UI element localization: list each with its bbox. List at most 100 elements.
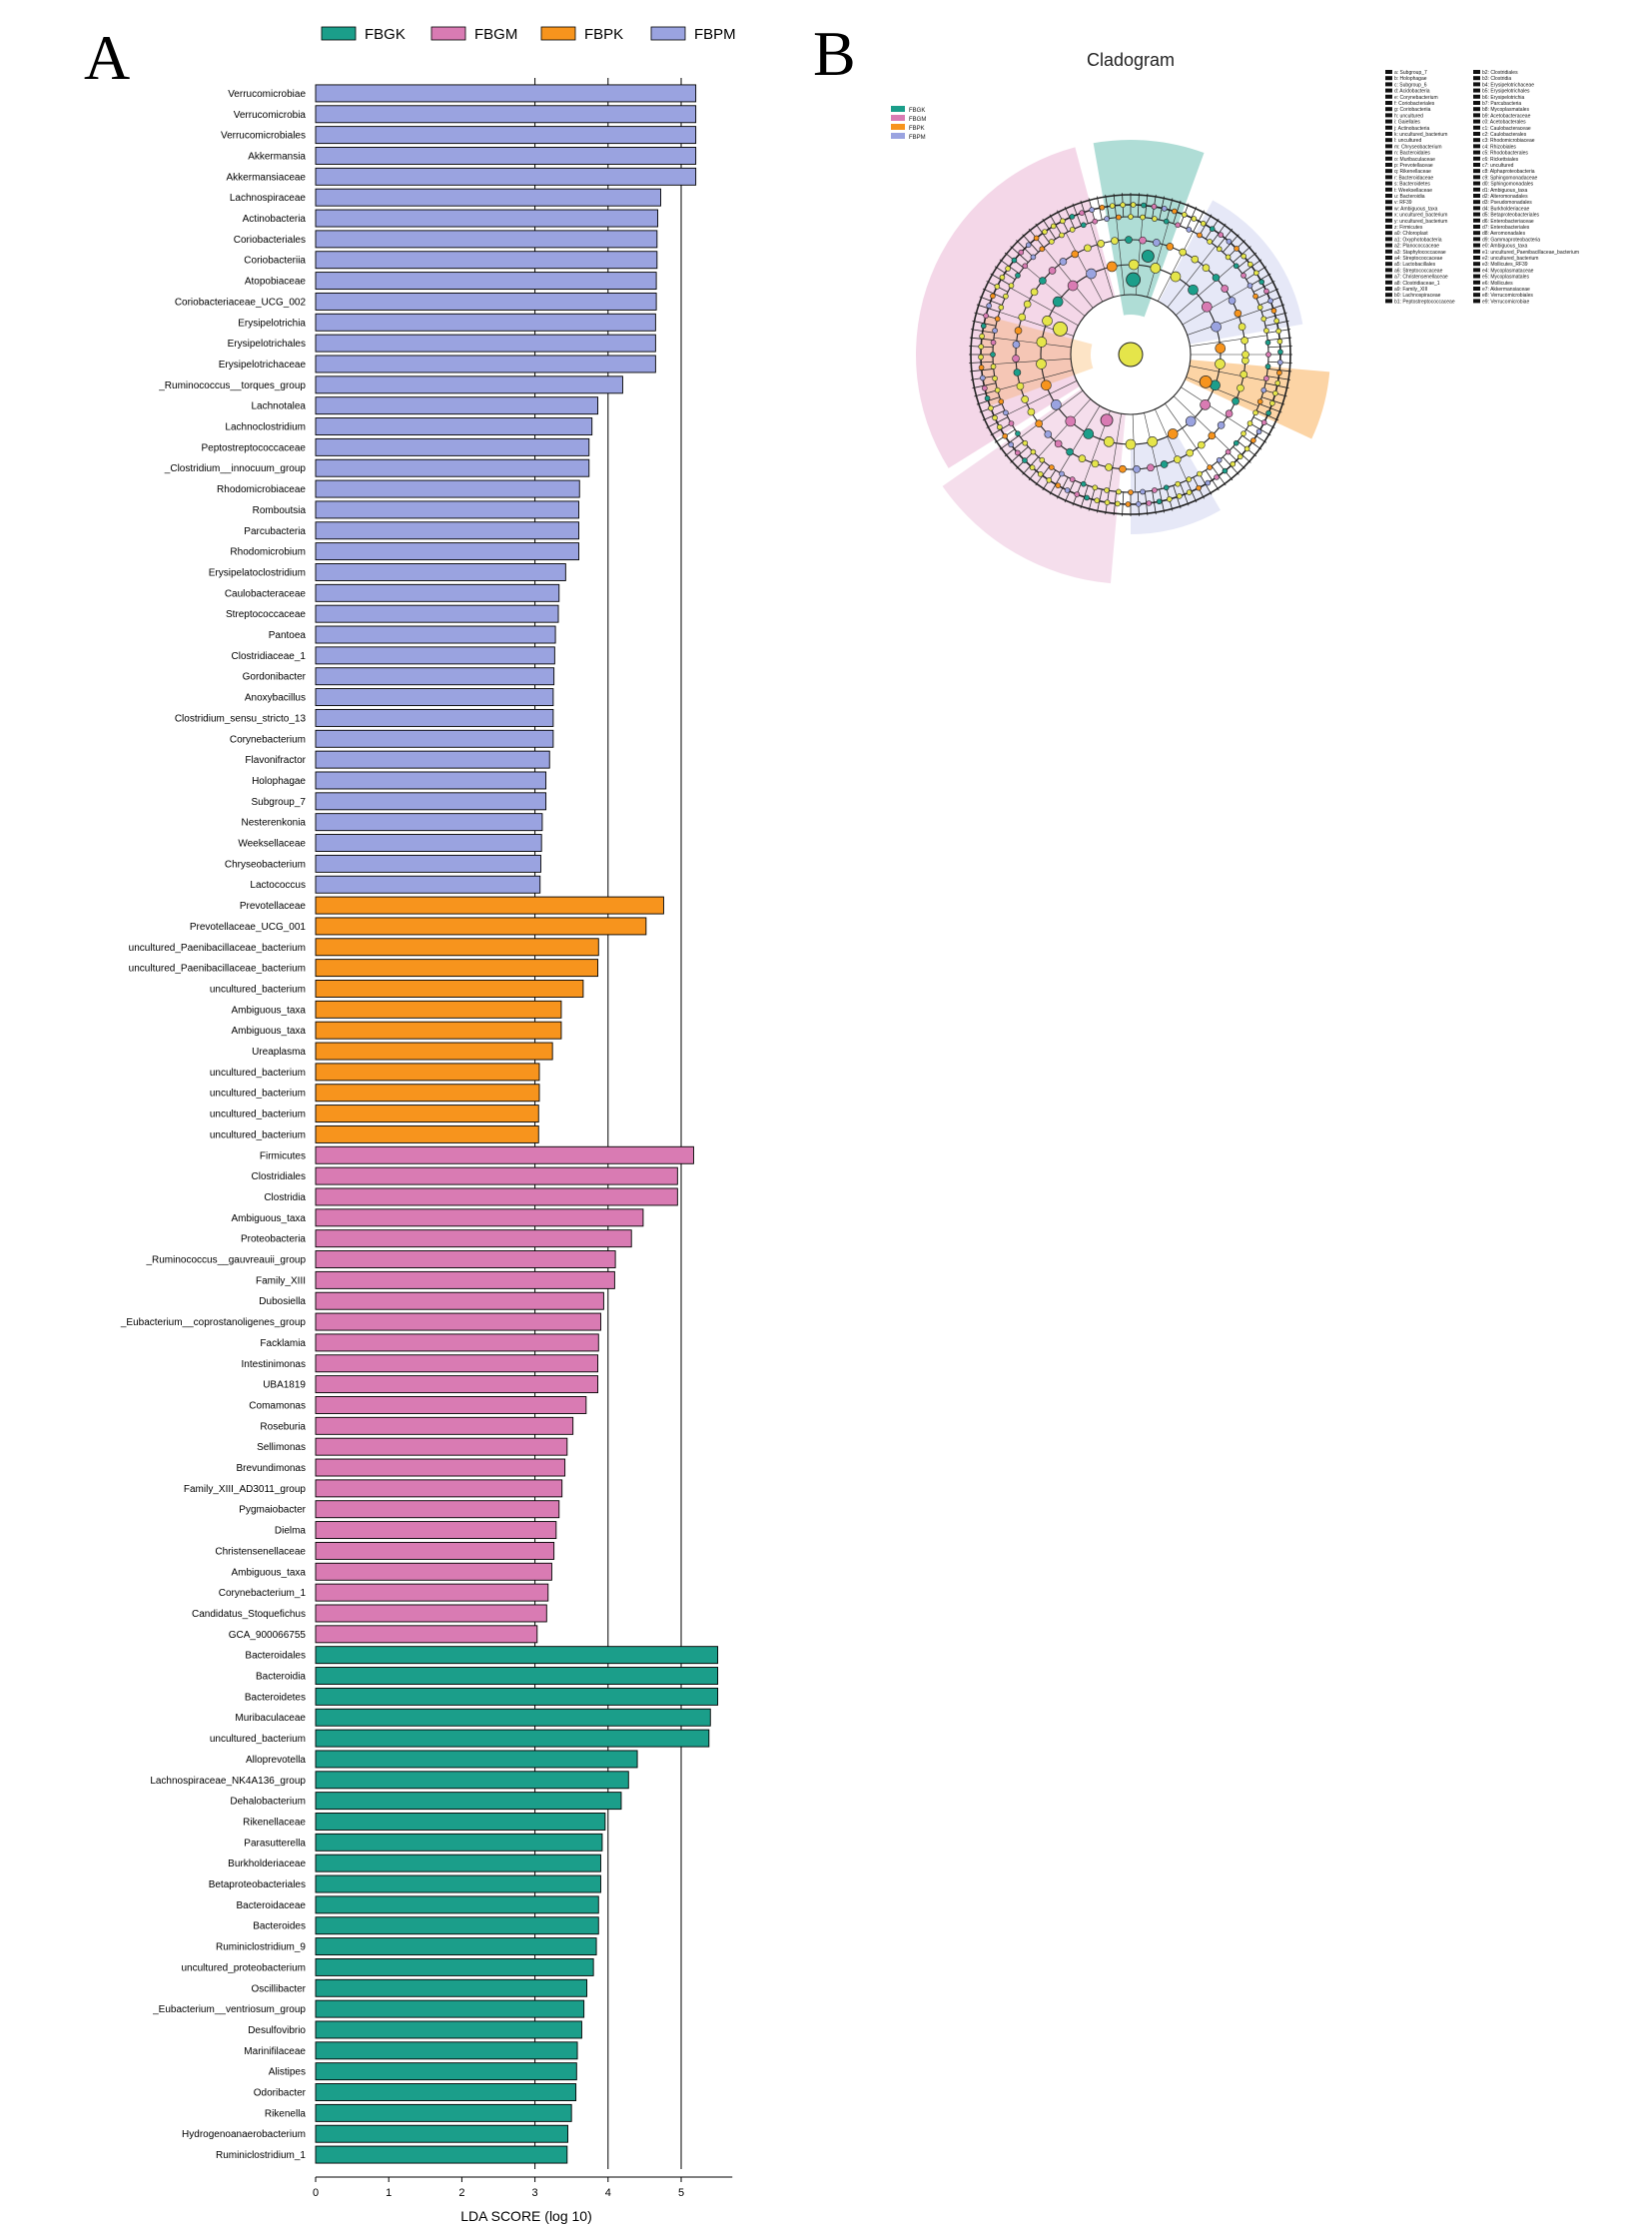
tree-node xyxy=(1175,222,1181,229)
tree-node xyxy=(1263,375,1269,381)
tree-node xyxy=(984,395,991,401)
tree-node xyxy=(999,274,1006,281)
tree-node xyxy=(1258,279,1264,286)
tree-node xyxy=(1211,321,1222,333)
key-swatch xyxy=(1385,175,1392,180)
tree-node xyxy=(1126,272,1142,288)
tree-node xyxy=(1136,500,1142,507)
tree-node xyxy=(1207,464,1213,470)
tree-node xyxy=(1263,288,1269,295)
bar-label: Marinifilaceae xyxy=(244,2046,306,2057)
tree-node xyxy=(1078,454,1087,463)
key-entry: a6: Streptococcaceae xyxy=(1394,268,1443,274)
key-entry: d9: Gammaproteobacteria xyxy=(1482,237,1540,243)
tree-node xyxy=(1041,379,1052,391)
tree-branch xyxy=(986,416,1009,428)
bar xyxy=(315,813,543,832)
tree-node xyxy=(1167,496,1173,502)
tree-branch xyxy=(1152,490,1157,515)
tree-node xyxy=(1163,484,1170,491)
tree-node xyxy=(1055,482,1062,488)
clado-legend-label-fbgk: FBGK xyxy=(909,108,925,114)
tree-node xyxy=(1065,415,1077,427)
bar xyxy=(315,1625,538,1644)
key-swatch xyxy=(1473,125,1480,130)
bar xyxy=(315,1604,547,1623)
tree-node xyxy=(1232,396,1239,405)
key-swatch xyxy=(1385,94,1392,99)
key-swatch xyxy=(1385,82,1392,87)
tree-node xyxy=(986,303,992,309)
bar-label: Family_XIII_AD3011_group xyxy=(184,1484,307,1495)
tree-node xyxy=(1083,428,1095,439)
bar xyxy=(315,105,697,124)
tree-node xyxy=(1130,202,1137,208)
tree-node xyxy=(1008,283,1015,289)
tree-node xyxy=(1119,464,1127,473)
legend-label-fbgm: FBGM xyxy=(474,26,517,43)
bar xyxy=(315,875,541,894)
key-swatch xyxy=(1473,231,1480,236)
bar xyxy=(315,209,659,228)
bar xyxy=(315,1667,719,1685)
tree-node xyxy=(1033,235,1040,242)
key-entry: a5: Lactobacillales xyxy=(1394,262,1436,268)
bar xyxy=(315,1750,638,1769)
tree-branch xyxy=(1187,309,1261,336)
tree-node xyxy=(1044,430,1053,438)
bar-label: Anoxybacillus xyxy=(245,693,306,704)
bar-label: Comamonas xyxy=(249,1400,306,1411)
x-tick-label: 3 xyxy=(532,2187,538,2199)
bar xyxy=(315,230,658,249)
key-entry: b9: Acetobacteraceae xyxy=(1482,113,1531,119)
bar xyxy=(315,1916,599,1935)
key-swatch xyxy=(1385,181,1392,186)
bar-label: uncultured_bacterium xyxy=(210,1089,306,1100)
bar-label: Romboutsia xyxy=(253,505,307,516)
tree-node xyxy=(1086,268,1097,280)
bar-label: Oscillibacter xyxy=(252,1983,307,1994)
cladogram: Cladogram FBGK FBGM FBPK FBPM a: Subgroup_7… xyxy=(891,50,1579,584)
bar-label: Lachnoclostridium xyxy=(225,422,306,433)
key-entry: k: uncultured_bacterium xyxy=(1394,132,1447,138)
bar xyxy=(315,1063,540,1082)
tree-node xyxy=(1051,399,1062,410)
bar-label: Betaproteobacteriales xyxy=(209,1879,306,1890)
tree-node xyxy=(1081,222,1087,229)
key-entry: b5: Erysipelotrichales xyxy=(1482,89,1530,95)
bar-label: Ureaplasma xyxy=(252,1047,306,1058)
tree-node xyxy=(1139,236,1147,245)
tree-node xyxy=(1218,232,1225,239)
bar-label: Prevotellaceae_UCG_001 xyxy=(190,922,307,933)
bar-label: uncultured_proteobacterium xyxy=(181,1962,306,1973)
bar-label: Ambiguous_taxa xyxy=(232,1213,307,1224)
x-tick-label: 4 xyxy=(605,2187,611,2199)
tree-branch xyxy=(1016,240,1034,258)
tree-node xyxy=(1125,438,1137,450)
tree-node xyxy=(990,352,996,358)
key-swatch xyxy=(1385,169,1392,174)
key-entry: n: Bacteroidales xyxy=(1394,151,1430,157)
key-entry: d8: Aeromonadales xyxy=(1482,231,1526,237)
cladogram-legend: FBGK FBGM FBPK FBPM xyxy=(891,106,926,141)
tree-node xyxy=(1185,415,1197,427)
bar-label: Rikenella xyxy=(265,2108,307,2119)
key-entry: o: Muribaculaceae xyxy=(1394,157,1435,163)
key-entry: e8: Verrucomicrobiales xyxy=(1482,293,1533,299)
key-entry: e9: Verrucomicrobiae xyxy=(1482,299,1529,305)
tree-node xyxy=(1141,202,1147,209)
tree-node xyxy=(978,365,985,371)
tree-branch xyxy=(1157,231,1194,302)
bar-label: Corynebacterium xyxy=(230,734,306,745)
legend-swatch-fbgk xyxy=(321,26,357,41)
bar-label: Clostridia xyxy=(264,1192,306,1203)
tree-node xyxy=(1252,293,1258,300)
key-entry: z: Firmicutes xyxy=(1394,225,1423,231)
bar xyxy=(315,1833,603,1852)
key-entry: f: Coriobacteriales xyxy=(1394,101,1435,107)
tree-root xyxy=(1118,342,1144,368)
key-entry: a: Subgroup_7 xyxy=(1394,70,1427,76)
key-swatch xyxy=(1473,194,1480,198)
tree-node xyxy=(994,316,1001,323)
bar xyxy=(315,688,554,707)
